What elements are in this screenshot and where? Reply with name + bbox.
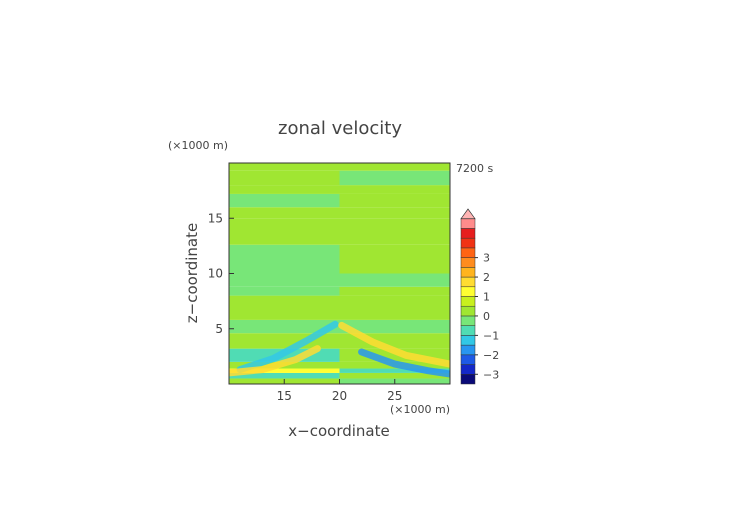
colorbar-swatch: [460, 374, 476, 385]
colorbar: [460, 208, 476, 385]
band-right-11: [339, 218, 450, 245]
band-left-5: [229, 333, 340, 349]
band-left-9: [229, 273, 340, 287]
band-right-9: [339, 273, 450, 287]
wave-ray-right-lower: [358, 348, 450, 378]
band-right-2: [339, 368, 450, 373]
x-tick-label: 20: [332, 389, 347, 403]
wave-ray-right-upper: [338, 321, 450, 368]
x-axis-ticks: 15 20 25: [277, 379, 402, 403]
band-left-8: [229, 286, 340, 296]
chart-title: zonal velocity: [278, 118, 402, 139]
colorbar-tick-label: 3: [483, 252, 490, 265]
band-left-13: [229, 193, 340, 208]
band-left-15: [229, 170, 340, 186]
colorbar-swatch: [460, 257, 476, 268]
band-left-7: [229, 295, 340, 320]
y-axis-ticks: 5 10 15: [208, 211, 234, 336]
band-right-16: [339, 163, 450, 171]
colorbar-swatch: [460, 354, 476, 365]
y-unit-label: (×1000 m): [168, 139, 228, 152]
band-right-8: [339, 286, 450, 296]
colorbar-tick-label: 0: [483, 310, 490, 323]
colorbar-tick-label: 2: [483, 271, 490, 284]
band-right-15: [339, 170, 450, 186]
x-unit-label: (×1000 m): [390, 403, 450, 416]
band-right-12: [339, 207, 450, 219]
wave-ray-left-lower: [229, 345, 321, 377]
colorbar-swatch: [460, 218, 476, 229]
y-tick-label: 10: [208, 267, 223, 281]
colorbar-swatch: [460, 286, 476, 297]
band-right-14: [339, 185, 450, 194]
y-tick-label: 15: [208, 211, 223, 225]
colorbar-tick-label: 1: [483, 291, 490, 304]
colorbar-swatch: [460, 305, 476, 317]
colorbar-ticks: 3 2 1 0 −1 −2 −3: [475, 252, 499, 381]
x-tick-label: 25: [387, 389, 402, 403]
colorbar-swatch: [460, 315, 476, 326]
band-right-13: [339, 193, 450, 208]
wave-ray-left-upper: [236, 320, 339, 374]
band-left-16: [229, 163, 340, 171]
colorbar-tick-label: −3: [483, 368, 499, 381]
colorbar-swatch: [460, 364, 476, 375]
band-left-11: [229, 218, 340, 245]
band-left-12: [229, 207, 340, 219]
colorbar-swatch: [460, 228, 476, 239]
band-left-2: [229, 368, 340, 373]
band-right-6: [339, 319, 450, 334]
band-left-10: [229, 244, 340, 274]
band-left-1: [229, 372, 340, 379]
band-left-14: [229, 185, 340, 194]
colorbar-swatch: [460, 276, 476, 288]
band-right-10: [339, 244, 450, 274]
colorbar-swatch: [460, 325, 476, 336]
colorbar-swatch: [460, 267, 476, 278]
y-axis-title: z−coordinate: [183, 223, 201, 323]
colorbar-tick-label: −1: [483, 329, 499, 342]
time-label: 7200 s: [456, 162, 493, 175]
band-right-7: [339, 295, 450, 320]
colorbar-tick-label: −2: [483, 349, 499, 362]
colorbar-extend-arrow: [460, 208, 476, 220]
colorbar-swatch: [460, 296, 476, 307]
colorbar-swatch: [460, 237, 476, 249]
band-left-6: [229, 319, 340, 334]
x-axis-title: x−coordinate: [288, 422, 389, 440]
colorbar-swatch: [460, 344, 476, 356]
velocity-field: [229, 163, 450, 384]
colorbar-swatch: [460, 335, 476, 346]
x-tick-label: 15: [277, 389, 292, 403]
colorbar-swatch: [460, 247, 476, 258]
band-right-1: [339, 372, 450, 379]
y-tick-label: 5: [215, 322, 223, 336]
